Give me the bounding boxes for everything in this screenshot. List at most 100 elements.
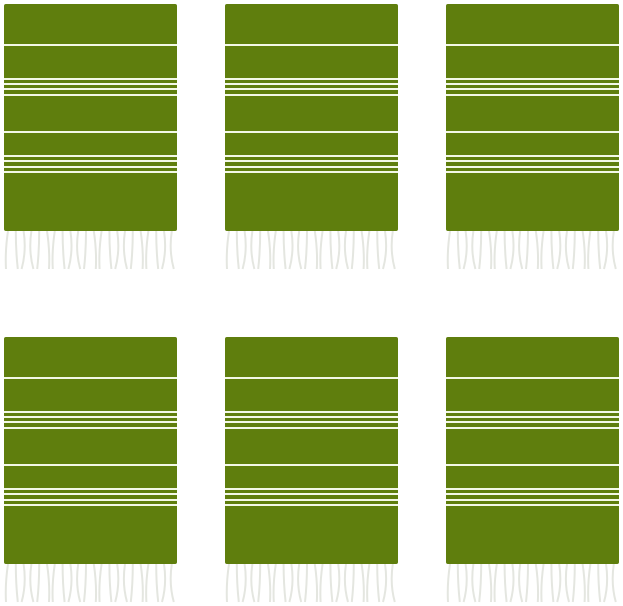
fringe-tassel — [319, 231, 324, 270]
towel-stripe — [446, 377, 619, 379]
towel-stripe — [225, 421, 398, 423]
fringe-tassel — [493, 231, 498, 270]
fringe-tassel — [456, 564, 461, 603]
fringe-tassel — [366, 231, 371, 270]
fringe-tassel — [462, 231, 468, 270]
fringe-tassel — [67, 231, 73, 270]
fringe-tassel — [145, 564, 150, 603]
towel-stripe — [446, 171, 619, 173]
fringe-tassel — [597, 564, 602, 603]
fringe-tassel — [98, 231, 103, 270]
towel-fringe — [446, 564, 617, 603]
towel-stripe — [4, 464, 177, 466]
fringe-tassel — [51, 231, 56, 270]
towel-stripe — [225, 377, 398, 379]
fringe-tassel — [564, 564, 570, 603]
towel-stripe — [4, 160, 177, 162]
towel-stripe — [225, 488, 398, 490]
fringe-tassel — [267, 231, 272, 270]
towel-stripe — [446, 83, 619, 85]
fringe-tassel — [571, 231, 576, 270]
fringe-tassel — [343, 231, 349, 270]
towel-stripe — [446, 416, 619, 418]
fringe-tassel — [267, 564, 272, 603]
towel-stripe — [4, 427, 177, 429]
fringe-tassel — [155, 564, 160, 603]
fringe-tassel — [509, 564, 515, 603]
fringe-tassel — [556, 564, 562, 603]
fringe-tassel — [581, 231, 586, 270]
fringe-tassel — [540, 231, 545, 270]
towel-stripe — [225, 78, 398, 80]
fringe-tassel — [139, 231, 144, 270]
fringe-tassel — [564, 231, 570, 270]
fringe-tassel — [297, 564, 303, 603]
towel-fringe — [225, 231, 396, 270]
fringe-tassel — [46, 231, 51, 270]
towel-stripe — [446, 88, 619, 90]
fringe-tassel — [257, 564, 262, 603]
fringe-tassel — [534, 564, 540, 603]
fringe-tassel — [611, 231, 617, 270]
towel-stripe — [225, 160, 398, 162]
fringe-tassel — [503, 564, 508, 603]
fringe-tassel — [139, 564, 144, 603]
towel-stripe — [225, 504, 398, 506]
fringe-tassel — [503, 231, 508, 270]
fringe-tassel — [92, 231, 98, 270]
fringe-tassel — [297, 231, 303, 270]
towel-fringe — [446, 231, 617, 270]
fringe-tassel — [446, 564, 451, 603]
fringe-tassel — [20, 231, 26, 270]
towel-stripe — [225, 166, 398, 168]
fringe-tassel — [376, 564, 381, 603]
fringe-tassel — [83, 231, 87, 270]
towel-stripe — [4, 83, 177, 85]
fringe-tassel — [319, 564, 324, 603]
fringe-tassel — [114, 231, 120, 270]
towel-stripe — [225, 155, 398, 157]
towel-stripe — [225, 416, 398, 418]
fringe-tassel — [92, 564, 98, 603]
fringe-tassel — [257, 231, 262, 270]
towel-stripe — [446, 504, 619, 506]
fringe-tassel — [76, 564, 82, 603]
fringe-tassel — [282, 564, 287, 603]
fringe-tassel — [518, 564, 524, 603]
towel-stripe — [446, 155, 619, 157]
fringe-tassel — [335, 564, 341, 603]
fringe-tassel — [272, 231, 277, 270]
fringe-tassel — [350, 564, 355, 603]
towel-stripe — [4, 493, 177, 495]
fringe-tassel — [540, 564, 545, 603]
fringe-tassel — [597, 231, 602, 270]
towel — [225, 4, 398, 272]
fringe-tassel — [29, 564, 35, 603]
towel-stripe — [4, 499, 177, 501]
fringe-tassel — [225, 564, 230, 603]
towel-stripe — [446, 160, 619, 162]
fringe-tassel — [343, 564, 349, 603]
fringe-tassel — [603, 231, 609, 270]
fringe-tassel — [488, 231, 493, 270]
fringe-tassel — [360, 231, 365, 270]
towel-stripe — [446, 166, 619, 168]
towel-body — [446, 337, 619, 564]
fringe-tassel — [366, 564, 371, 603]
fringe-tassel — [446, 231, 451, 270]
fringe-tassel — [76, 231, 82, 270]
fringe-tassel — [556, 231, 562, 270]
towel-stripe — [225, 411, 398, 413]
towel-stripe — [225, 131, 398, 133]
towel-stripe — [4, 131, 177, 133]
towel — [446, 337, 619, 605]
fringe-tassel — [272, 564, 277, 603]
fringe-tassel — [282, 231, 287, 270]
fringe-tassel — [122, 231, 128, 270]
fringe-tassel — [478, 564, 483, 603]
fringe-tassel — [603, 564, 609, 603]
fringe-tassel — [335, 231, 341, 270]
fringe-tassel — [108, 564, 113, 603]
fringe-tassel — [169, 231, 175, 270]
towel-stripe — [225, 88, 398, 90]
